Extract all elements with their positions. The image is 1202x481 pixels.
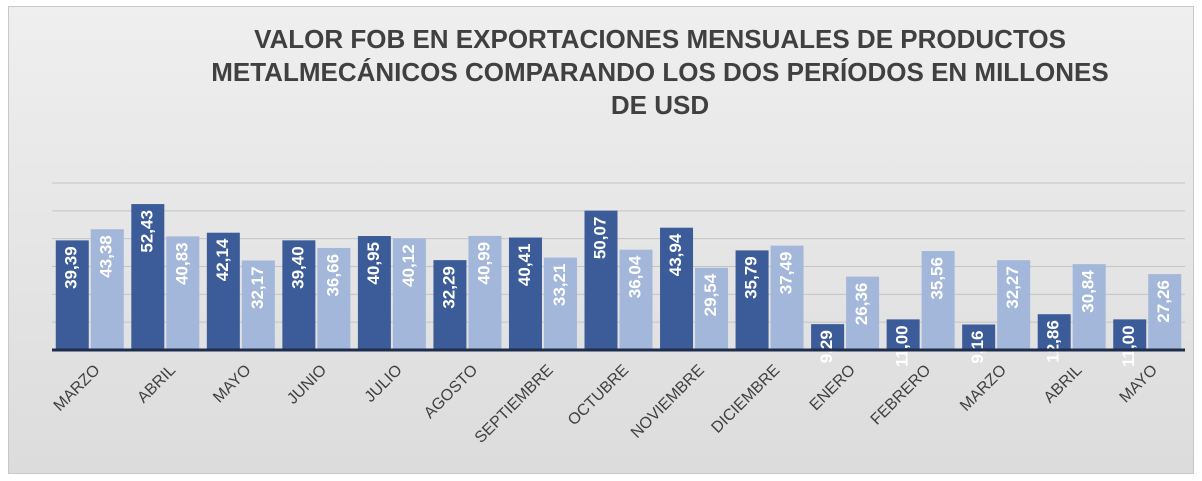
bar <box>90 229 124 350</box>
data-label: 32,29 <box>439 266 458 309</box>
data-label: 33,21 <box>550 264 569 307</box>
data-label: 11,00 <box>893 325 912 367</box>
x-tick-label: MAYO <box>1117 362 1162 407</box>
bar <box>166 236 200 350</box>
bar <box>660 227 694 350</box>
data-label: 32,27 <box>1003 266 1022 309</box>
data-label: 30,84 <box>1079 270 1098 313</box>
bar <box>846 276 880 350</box>
bar <box>357 236 391 350</box>
bar <box>282 240 316 350</box>
data-label: 42,14 <box>213 238 232 281</box>
chart-title: VALOR FOB EN EXPORTACIONES MENSUALES DE … <box>211 24 1109 120</box>
x-tick-label: ENERO <box>807 362 859 414</box>
data-label: 40,41 <box>515 244 534 287</box>
data-label: 9,29 <box>817 330 836 363</box>
bar <box>1113 319 1147 350</box>
bar <box>770 245 804 350</box>
data-label: 43,38 <box>97 235 116 278</box>
x-tick-label: SEPTIEMBRE <box>472 362 557 447</box>
data-label: 39,39 <box>62 246 81 289</box>
bar <box>1072 264 1106 350</box>
data-label: 11,00 <box>1119 325 1138 367</box>
data-label: 27,26 <box>1154 280 1173 323</box>
bar <box>317 247 351 350</box>
data-label: 40,12 <box>399 244 418 287</box>
data-label: 52,43 <box>137 210 156 253</box>
bar <box>206 232 240 350</box>
bar <box>584 210 618 350</box>
bar <box>962 324 996 350</box>
bar <box>55 240 89 350</box>
chart-area: VALOR FOB EN EXPORTACIONES MENSUALES DE … <box>8 6 1194 474</box>
data-label: 35,79 <box>742 256 761 299</box>
bar <box>1037 314 1071 350</box>
bar <box>241 260 275 350</box>
bar <box>392 238 426 350</box>
x-tick-label: NOVIEMBRE <box>628 362 708 442</box>
x-tick-label: MARZO <box>51 362 104 415</box>
data-label: 39,40 <box>288 246 307 289</box>
x-tick-label: OCTUBRE <box>565 362 632 429</box>
bar <box>508 237 542 350</box>
data-label: 26,36 <box>852 283 871 326</box>
bar <box>811 324 845 350</box>
bar <box>468 235 502 350</box>
x-tick-label: JULIO <box>362 362 406 406</box>
bar <box>886 319 920 350</box>
bar <box>619 249 653 350</box>
data-label: 40,95 <box>364 242 383 285</box>
x-tick-label: DICIEMBRE <box>708 362 783 437</box>
data-label: 29,54 <box>701 273 720 316</box>
data-label: 12,86 <box>1044 320 1063 363</box>
data-label: 50,07 <box>590 217 609 260</box>
x-tick-label: ABRIL <box>134 362 179 407</box>
x-tick-label: JUNIO <box>284 362 330 408</box>
x-tick-label: MAYO <box>210 362 255 407</box>
x-tick-label: ABRIL <box>1041 362 1086 407</box>
bar <box>735 250 769 350</box>
bar <box>997 260 1031 350</box>
x-tick-label: FEBRERO <box>868 362 935 429</box>
bar <box>131 204 165 350</box>
bar <box>921 251 955 350</box>
data-label: 43,94 <box>666 233 685 276</box>
data-label: 9,16 <box>968 331 987 364</box>
x-tick-label: AGOSTO <box>421 362 481 422</box>
data-label: 40,83 <box>172 242 191 285</box>
data-label: 32,17 <box>248 266 267 309</box>
data-label: 36,66 <box>323 254 342 297</box>
bar <box>433 260 467 350</box>
bar <box>1148 274 1182 350</box>
bar <box>543 257 577 350</box>
data-label: 40,99 <box>474 242 493 285</box>
data-label: 35,56 <box>928 257 947 300</box>
data-label: 36,04 <box>625 255 644 298</box>
data-label: 37,49 <box>777 252 796 295</box>
bar <box>695 267 729 350</box>
x-tick-label: MARZO <box>957 362 1010 415</box>
